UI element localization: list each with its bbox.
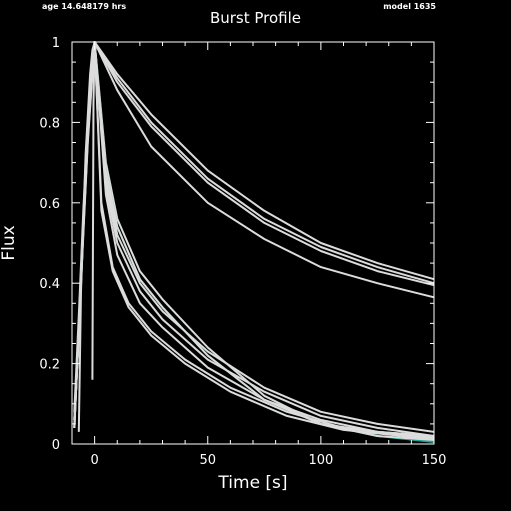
- model-label: model 1635: [383, 2, 436, 11]
- curves-layer: [73, 41, 435, 443]
- y-tick-label: 0.8: [39, 116, 60, 131]
- ticks-layer: [71, 41, 435, 445]
- series-line-8: [73, 41, 435, 433]
- series-line-3: [73, 41, 435, 420]
- y-tick-label: 0: [52, 438, 60, 453]
- x-tick-label: 150: [422, 453, 447, 468]
- series-line-4: [73, 41, 435, 420]
- x-tick-label: 50: [199, 453, 216, 468]
- series-line-10: [73, 41, 435, 437]
- series-line-5: [73, 41, 435, 437]
- x-tick-label: 0: [90, 453, 98, 468]
- y-tick-label: 0.2: [39, 358, 60, 373]
- chart-title: Burst Profile: [209, 9, 302, 27]
- y-tick-label: 0.4: [39, 277, 60, 292]
- series-line-2: [73, 41, 435, 420]
- x-tick-label: 100: [308, 453, 333, 468]
- plot-frame: [71, 41, 435, 445]
- series-line-9: [73, 41, 435, 437]
- age-label: age 14.648179 hrs: [42, 2, 127, 11]
- series-line-11: [77, 41, 435, 441]
- y-tick-label: 1: [52, 36, 60, 51]
- y-axis-label: Flux: [0, 225, 19, 260]
- tick-labels-layer: 0 50 100 150 0 0.2 0.4 0.6 0.8 1: [39, 36, 446, 468]
- series-line-12: [91, 41, 435, 439]
- x-axis-label: Time [s]: [217, 473, 287, 493]
- y-tick-label: 0.6: [39, 197, 60, 212]
